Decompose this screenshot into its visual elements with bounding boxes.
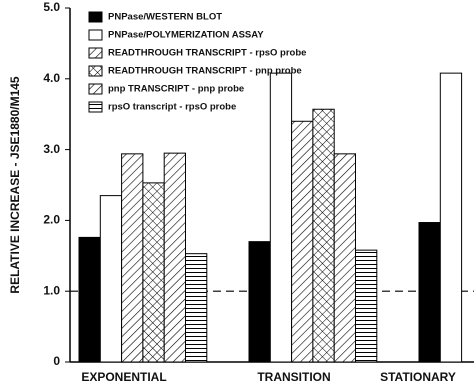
bar (142, 182, 165, 363)
legend-label: READTHROUGH TRANSCRIPT - rpsO probe (108, 48, 306, 59)
bar (333, 153, 357, 363)
bar (418, 222, 441, 363)
y-tick-label: 2.0 (43, 213, 60, 227)
legend-label: PNPase/WESTERN BLOT (108, 12, 222, 23)
y-tick-label: 3.0 (43, 142, 60, 156)
bar (269, 72, 293, 363)
bar (355, 249, 378, 363)
bar (312, 108, 335, 363)
x-tick-label: EXPONENTIAL (81, 370, 166, 381)
bar (439, 72, 463, 363)
y-axis-label: RELATIVE INCREASE - JSE1880/M145 (8, 76, 22, 294)
legend-label: pnp TRANSCRIPT - pnp probe (108, 84, 244, 95)
legend-swatch (88, 29, 103, 41)
legend-swatch (88, 47, 103, 59)
y-tick-label: 0 (53, 354, 60, 368)
bar (121, 153, 144, 363)
x-tick-label: TRANSITION (257, 370, 330, 381)
bar (185, 253, 208, 363)
bar (248, 241, 271, 363)
legend-swatch (88, 11, 103, 23)
y-tick-label: 5.0 (43, 0, 60, 14)
legend-label: PNPase/POLYMERIZATION ASSAY (108, 30, 264, 41)
legend-swatch (88, 101, 103, 113)
bar (78, 236, 101, 363)
bar (163, 152, 186, 363)
y-tick-label: 1.0 (43, 283, 60, 297)
y-tick-label: 4.0 (43, 71, 60, 85)
legend-swatch (88, 83, 103, 95)
bar (99, 195, 123, 363)
legend-label: rpsO transcript - rpsO probe (108, 102, 236, 113)
legend-label: READTHROUGH TRANSCRIPT - pnp probe (108, 66, 302, 77)
bar (291, 120, 314, 363)
legend-swatch (88, 65, 103, 77)
x-tick-label: STATIONARY (380, 370, 456, 381)
